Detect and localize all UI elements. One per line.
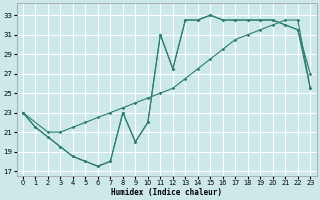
X-axis label: Humidex (Indice chaleur): Humidex (Indice chaleur) <box>111 188 222 197</box>
